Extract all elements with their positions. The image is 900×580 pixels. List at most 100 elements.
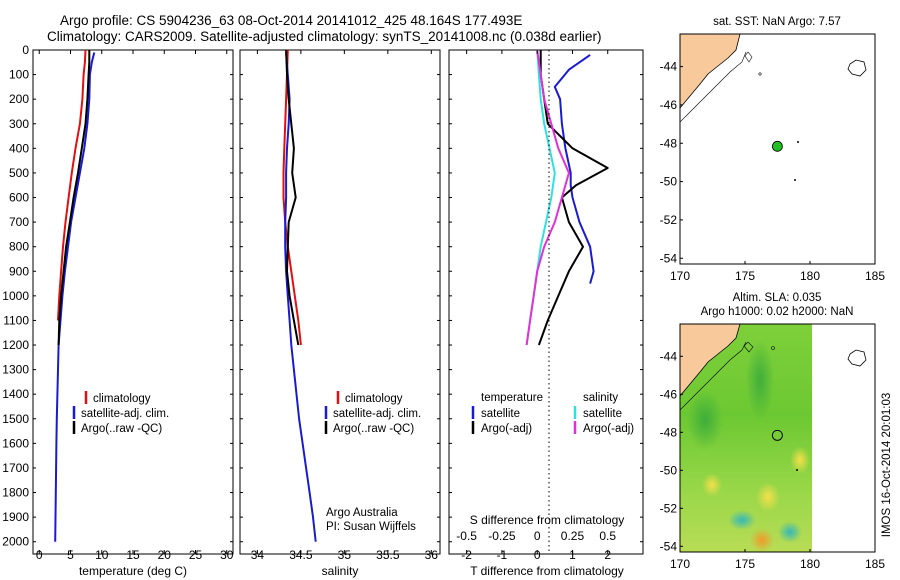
sla-anomaly (778, 521, 802, 543)
sla-map-content (680, 324, 875, 552)
series-line-satellite (54, 52, 96, 542)
sla-anomaly (728, 510, 756, 530)
new-zealand-land (680, 324, 741, 397)
depth-tick-label: 1400 (2, 387, 29, 401)
islet (794, 179, 796, 181)
difference-xlabel: T difference from climatology (470, 564, 624, 578)
map-y-tick-label: -48 (660, 425, 678, 439)
salinity-xlabel: salinity (322, 564, 359, 578)
x-tick-label: 20 (158, 548, 172, 562)
legend-s-satellite-label: satellite (583, 408, 622, 420)
s-tick-label: -0.5 (456, 529, 477, 543)
sst-map-title: sat. SST: NaN Argo: 7.57 (713, 16, 841, 28)
difference-s-ticks: -0.5 -0.25 0 0.25 0.5 (456, 529, 616, 543)
chatham-contour (847, 349, 867, 367)
salinity-series (282, 49, 317, 542)
x-tick-label: 34.5 (289, 548, 313, 562)
x-tick-label: -2 (461, 548, 472, 562)
x-tick-label: 5 (67, 548, 74, 562)
map-y-tick-label: -52 (660, 501, 678, 515)
depth-tick-label: 0 (22, 43, 29, 57)
shelf-contour (680, 341, 747, 411)
islet (796, 469, 798, 471)
depth-axis-ticks (33, 49, 643, 543)
sla-map-title2: Argo h1000: 0.02 h2000: NaN (701, 306, 854, 318)
legend-climatology-label: climatology (93, 393, 151, 405)
x-tick-label: 1 (569, 548, 576, 562)
map-x-tick-label: 170 (670, 269, 690, 283)
depth-tick-label: 1200 (2, 338, 29, 352)
islet (771, 346, 775, 350)
map-x-tick-label: 185 (865, 269, 885, 283)
legend-t-satellite-label: satellite (481, 408, 520, 420)
series-line-climatology (57, 49, 87, 321)
difference-series (525, 49, 609, 346)
sla-map-axes: 170 175 180 185 -44 -46 -48 -50 -52 -54 (660, 349, 886, 571)
temperature-xlabel: temperature (deg C) (79, 564, 187, 578)
difference-xlabel-top: S difference from climatology (470, 513, 625, 527)
x-tick-label: -1 (497, 548, 508, 562)
map-y-tick-label: -48 (660, 136, 678, 150)
depth-tick-label: 700 (9, 215, 29, 229)
islet (758, 72, 762, 76)
difference-plot-frame (448, 49, 644, 555)
temperature-x-ticks: 0 5 10 15 20 25 30 (36, 50, 234, 562)
map-y-tick-label: -44 (660, 60, 678, 74)
s-tick-label: 0.5 (599, 529, 616, 543)
shelf-contour (680, 51, 747, 123)
depth-tick-label: 100 (9, 68, 29, 82)
imos-timestamp: IMOS 16-Oct-2014 20:01:03 (881, 393, 893, 537)
map-x-tick-label: 170 (670, 557, 690, 571)
depth-axis-labels: 0 100 200 300 400 500 600 700 800 900 1000 1100 1200… (2, 43, 29, 549)
series-line-satellite (553, 54, 595, 284)
depth-tick-label: 1700 (2, 461, 29, 475)
map-x-tick-label: 180 (800, 557, 820, 571)
x-tick-label: 30 (220, 548, 234, 562)
x-tick-label: 35.5 (376, 548, 400, 562)
map-x-tick-label: 175 (735, 557, 755, 571)
x-tick-label: 0 (36, 548, 43, 562)
island-contour (743, 341, 754, 353)
legend-t-argo-label: Argo(-adj) (481, 423, 532, 435)
map-y-tick-label: -50 (660, 175, 678, 189)
s-tick-label: -0.25 (488, 529, 516, 543)
sst-map-axes: 170 175 180 185 -44 -46 -48 -50 -52 -54 (660, 60, 886, 283)
depth-tick-label: 500 (9, 166, 29, 180)
map-y-tick-label: -46 (660, 387, 678, 401)
series-line-satellite (284, 52, 317, 542)
sla-map-title1: Altim. SLA: 0.035 (733, 292, 822, 304)
islet (797, 141, 799, 143)
sla-anomaly (750, 528, 774, 552)
map-x-tick-label: 175 (735, 269, 755, 283)
depth-tick-label: 1500 (2, 412, 29, 426)
series-line-salinity_argo (525, 49, 570, 346)
depth-tick-label: 900 (9, 264, 29, 278)
sla-anomaly (756, 482, 780, 512)
series-line-argo (57, 50, 91, 346)
map-y-tick-label: -44 (660, 349, 678, 363)
map-y-tick-label: -50 (660, 463, 678, 477)
temperature-series (54, 49, 96, 542)
depth-tick-label: 200 (9, 92, 29, 106)
depth-tick-label: 1300 (2, 363, 29, 377)
annotation-line1: Argo Australia (326, 507, 398, 519)
map-x-tick-label: 185 (865, 557, 885, 571)
depth-tick-label: 400 (9, 141, 29, 155)
sla-anomaly (687, 390, 723, 450)
temperature-plot-frame (32, 49, 234, 555)
map-y-tick-label: -52 (660, 213, 678, 227)
header-line2: Climatology: CARS2009. Satellite-adjuste… (47, 29, 602, 44)
legend-argo-label: Argo(..raw -QC) (81, 423, 162, 435)
map-x-tick-label: 180 (800, 269, 820, 283)
difference-legend: temperature salinity satellite Argo(-adj… (471, 392, 634, 435)
series-line-salinity_sat (525, 49, 556, 346)
salinity-legend: climatology satellite-adj. clim. Argo(..… (324, 391, 421, 435)
salinity-x-ticks: 34 34.5 35 35.5 36 (251, 50, 438, 562)
sst-map-frame (679, 33, 876, 265)
sla-anomaly (702, 473, 722, 497)
salinity-plot-frame (239, 49, 441, 555)
depth-tick-label: 1600 (2, 436, 29, 450)
legend-temperature-title: temperature (481, 392, 543, 404)
depth-tick-label: 2000 (2, 535, 29, 549)
